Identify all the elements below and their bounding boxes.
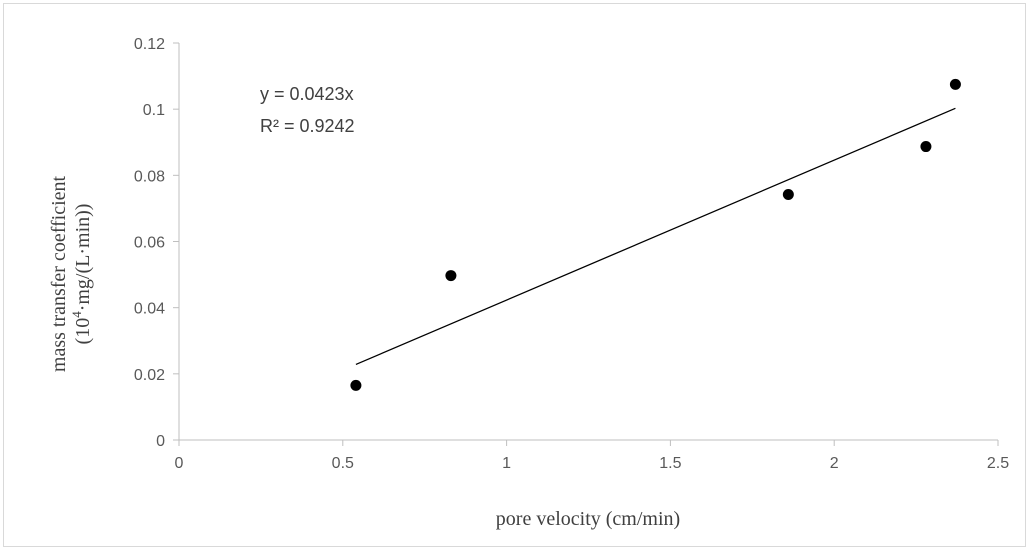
- data-point: [445, 270, 457, 282]
- x-tick-label: 2: [830, 455, 839, 472]
- x-tick-label: 0.5: [332, 455, 354, 472]
- data-point: [782, 189, 794, 201]
- data-point: [350, 379, 362, 391]
- y-tick-label: 0.02: [134, 367, 165, 384]
- x-axis-title: pore velocity (cm/min): [496, 508, 680, 530]
- y-tick-label: 0.06: [134, 235, 165, 252]
- r-squared-label: R² = 0.9242: [260, 116, 355, 136]
- y-axis-title-line2-sup: 4: [69, 311, 84, 318]
- y-tick-label: 0.04: [134, 301, 165, 318]
- scatter-plot: 0 0.02 0.04 0.06 0.08 0.1 0.12 0 0.5 1 1.5 2 2.5 y …: [48, 36, 1010, 530]
- y-axis-title-line2: (104·mg/(L·min)): [69, 204, 94, 345]
- x-tick-label: 1.5: [659, 455, 681, 472]
- y-axis-title-line1: mass transfer coefficient: [48, 175, 70, 372]
- y-tick-label: 0.1: [143, 102, 165, 119]
- y-tick-label: 0: [156, 433, 165, 450]
- x-tick-labels: 0 0.5 1 1.5 2 2.5: [175, 455, 1010, 472]
- data-point: [920, 141, 932, 153]
- y-tick-label: 0.08: [134, 168, 165, 185]
- y-axis-title-line2-post: ·mg/(L·min)): [72, 204, 94, 312]
- data-point: [949, 78, 961, 90]
- y-axis-title-line2-pre: (10: [72, 318, 94, 345]
- x-tick-label: 1: [502, 455, 511, 472]
- trendline-equation: y = 0.0423x: [260, 84, 354, 104]
- chart-area: 0 0.02 0.04 0.06 0.08 0.1 0.12 0 0.5 1 1.5 2 2.5 y …: [3, 3, 1026, 547]
- y-tick-labels: 0 0.02 0.04 0.06 0.08 0.1 0.12: [134, 36, 165, 450]
- data-points: [350, 78, 961, 391]
- axes: [173, 42, 999, 446]
- x-tick-label: 0: [175, 455, 184, 472]
- trendline: [355, 107, 956, 366]
- y-tick-label: 0.12: [134, 36, 165, 53]
- x-tick-label: 2.5: [987, 455, 1009, 472]
